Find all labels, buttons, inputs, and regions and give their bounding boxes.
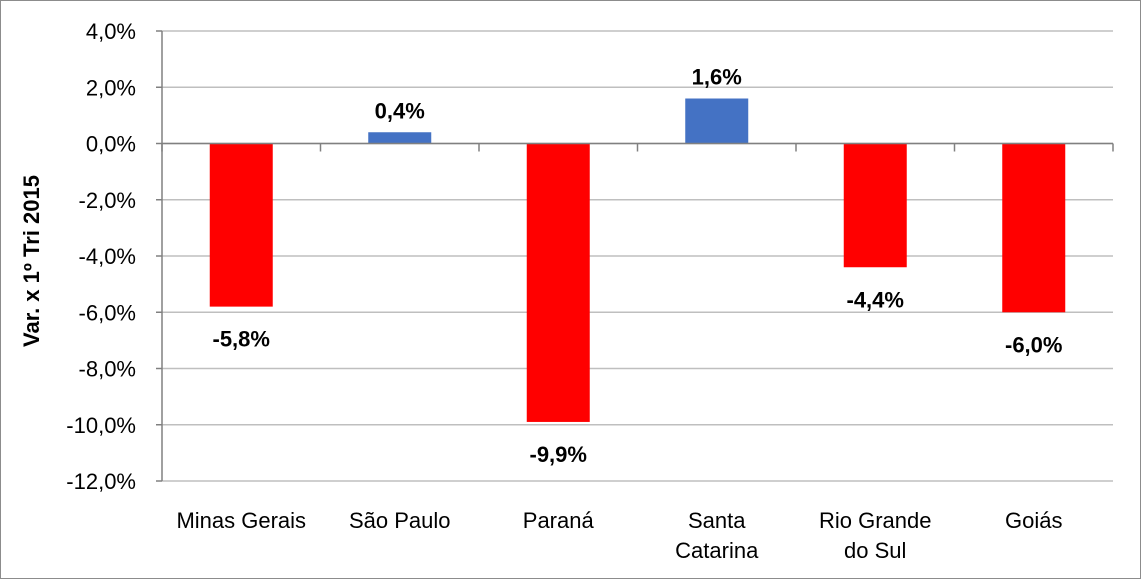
category-label-line: Catarina xyxy=(675,538,759,563)
category-label: Goiás xyxy=(1005,508,1062,533)
category-label: Minas Gerais xyxy=(176,508,306,533)
bars xyxy=(209,98,1066,422)
bar xyxy=(368,132,432,144)
bar xyxy=(685,98,749,144)
category-label-line: Minas Gerais xyxy=(176,508,306,533)
category-label: São Paulo xyxy=(349,508,451,533)
data-label: 1,6% xyxy=(692,65,742,90)
data-label: 0,4% xyxy=(375,98,425,123)
category-label: Paraná xyxy=(523,508,595,533)
y-tick-label: 2,0% xyxy=(86,75,136,100)
data-label: -5,8% xyxy=(213,327,270,352)
y-tick-label: -12,0% xyxy=(66,469,136,494)
bar xyxy=(843,143,907,268)
category-label-line: do Sul xyxy=(844,538,906,563)
category-label: Rio Grande do Sul xyxy=(819,508,932,563)
y-tick-label: 4,0% xyxy=(86,19,136,44)
category-label-line: Rio Grande xyxy=(819,508,932,533)
y-tick-label: -10,0% xyxy=(66,413,136,438)
category-label-line: Paraná xyxy=(523,508,595,533)
data-label: -4,4% xyxy=(847,287,904,312)
y-tick-label: -2,0% xyxy=(79,188,136,213)
y-tick-label: -8,0% xyxy=(79,357,136,382)
y-tick-label: -4,0% xyxy=(79,244,136,269)
category-label-line: Santa xyxy=(688,508,746,533)
y-tick-label: 0,0% xyxy=(86,132,136,157)
bar xyxy=(1002,143,1066,313)
axes xyxy=(156,30,1114,482)
labels: 4,0% 2,0% 0,0% -2,0% -4,0% -6,0% -8,0% -10,0% -1… xyxy=(66,19,1062,563)
category-label-line: Goiás xyxy=(1005,508,1062,533)
data-label: -6,0% xyxy=(1005,332,1062,357)
bar xyxy=(526,143,590,422)
category-label-line: São Paulo xyxy=(349,508,451,533)
y-tick-label: -6,0% xyxy=(79,300,136,325)
y-axis-title: Var. x 1º Tri 2015 xyxy=(19,175,44,347)
category-label: Santa Catarina xyxy=(675,508,759,563)
gridlines xyxy=(162,30,1113,482)
bar xyxy=(209,143,273,307)
data-label: -9,9% xyxy=(530,442,587,467)
